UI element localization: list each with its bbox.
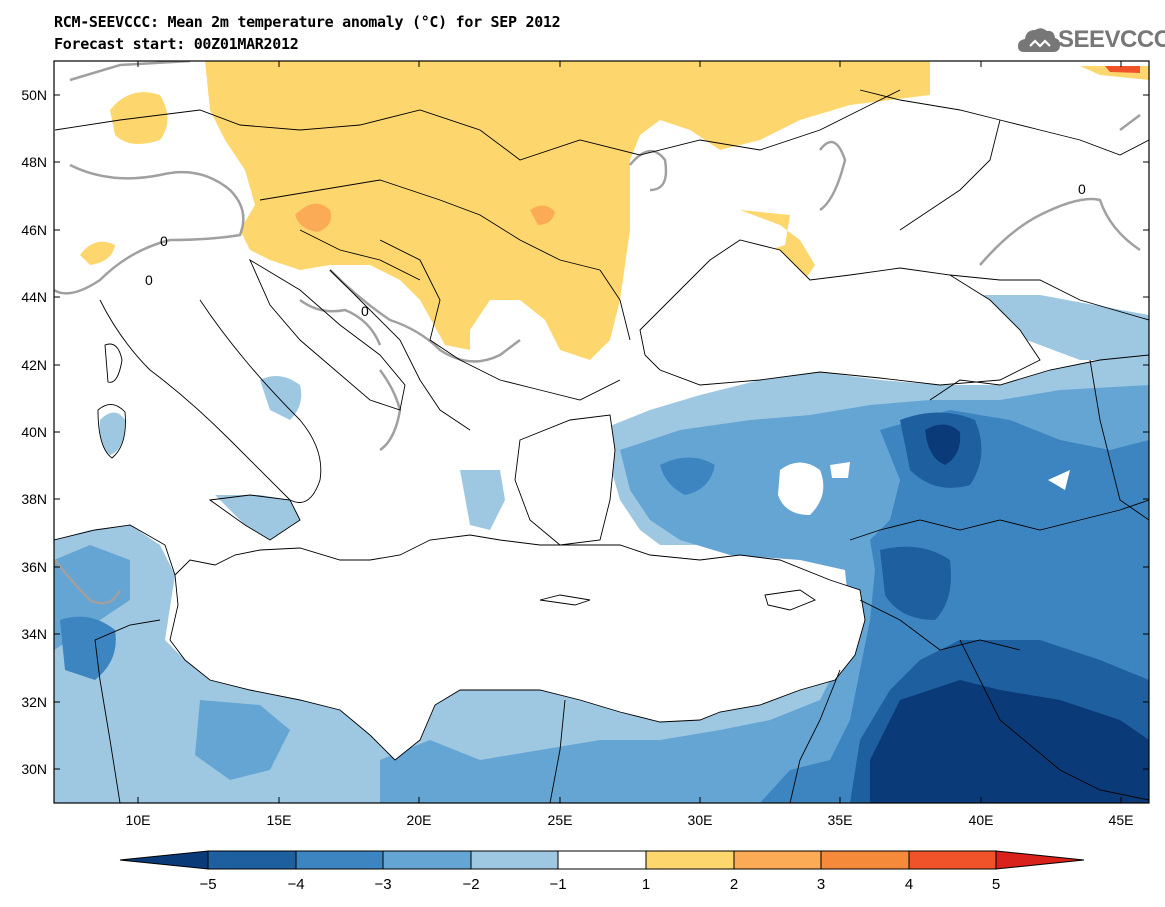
- cold-anomaly-sardinia: [99, 412, 125, 455]
- lon-tick-label: 40E: [969, 812, 994, 828]
- cold-anomaly-calabria: [260, 376, 302, 420]
- colorbar-tick-label: −3: [374, 876, 391, 893]
- warm-anomaly-region: [205, 61, 930, 360]
- colorbar-tick-label: −5: [199, 876, 216, 893]
- colorbar-tick-label: 4: [905, 876, 913, 893]
- colorbar-segment: [733, 850, 822, 870]
- lat-tick-label: 36N: [21, 559, 47, 575]
- contour-label: 0: [1078, 181, 1086, 197]
- colorbar-segment: [295, 850, 384, 870]
- warm-anomaly-2-3-adriatic: [295, 203, 332, 232]
- warm-anomaly-2-3-east: [530, 205, 555, 225]
- cold-anomaly-black-sea-coast: [970, 295, 1149, 360]
- lon-tick-label: 20E: [407, 812, 432, 828]
- lon-tick-label: 25E: [548, 812, 573, 828]
- black-sea: [640, 240, 1040, 385]
- lon-tick-label: 15E: [267, 812, 292, 828]
- anomaly-field: 0 0 0 0: [54, 61, 1149, 803]
- forecast-start-subtitle: Forecast start: 00Z01MAR2012: [54, 35, 299, 53]
- colorbar-tick-label: 5: [992, 876, 1000, 893]
- lat-tick-label: 34N: [21, 626, 47, 642]
- warm-anomaly-crimea: [740, 210, 815, 280]
- neutral-hole-east: [830, 462, 850, 478]
- lat-tick-label: 38N: [21, 491, 47, 507]
- colorbar-tick-label: 2: [730, 876, 738, 893]
- cold-anomaly-greece: [460, 470, 505, 530]
- colorbar-under-arrow: [119, 850, 209, 870]
- cold-anomaly-2-3-libya: [195, 700, 290, 780]
- adriatic-sea: [250, 260, 405, 410]
- colorbar-segment: [908, 850, 997, 870]
- contour-label: 0: [145, 272, 153, 288]
- seevccc-logo-text: SEEVCCC: [1058, 26, 1165, 53]
- map-title: RCM-SEEVCCC: Mean 2m temperature anomaly…: [54, 13, 561, 31]
- colorbar-segment: [382, 850, 472, 870]
- neutral-hole-central-anatolia: [778, 462, 824, 515]
- colorbar-segment: [470, 850, 559, 870]
- lat-tick-label: 42N: [21, 357, 47, 373]
- cold-anomaly-3-4-anatolia: [660, 457, 715, 495]
- colorbar: −5 −4 −3 −2 −1 1 2 3 4 5: [119, 850, 1085, 893]
- lon-tick-label: 45E: [1109, 812, 1134, 828]
- colorbar-tick-label: 3: [817, 876, 825, 893]
- cold-anomaly-below-5: [870, 424, 1149, 803]
- neutral-hole-ne: [1048, 470, 1070, 490]
- lat-tick-label: 48N: [21, 154, 47, 170]
- lon-tick-label: 30E: [688, 812, 713, 828]
- contour-label: 0: [361, 303, 369, 319]
- cold-anomaly-sicily: [215, 495, 300, 540]
- contour-label: 0: [160, 233, 168, 249]
- lat-tick-label: 50N: [21, 87, 47, 103]
- colorbar-tick-label: −2: [462, 876, 479, 893]
- aegean-sea: [515, 415, 615, 545]
- lon-tick-label: 10E: [126, 812, 151, 828]
- colorbar-over-arrow: [995, 850, 1085, 870]
- longitude-axis: 10E 15E 20E 25E 30E 35E 40E 45E: [126, 61, 1134, 828]
- mediterranean-sea: [170, 535, 865, 760]
- lat-tick-label: 46N: [21, 222, 47, 238]
- lat-tick-label: 32N: [21, 694, 47, 710]
- lat-tick-label: 30N: [21, 761, 47, 777]
- colorbar-segment: [557, 850, 647, 870]
- zero-contour-lines: [54, 61, 1141, 605]
- warm-anomaly-italy-north: [80, 241, 115, 265]
- colorbar-segment: [207, 850, 297, 870]
- lat-tick-label: 44N: [21, 289, 47, 305]
- latitude-axis: 30N 32N 34N 36N 38N 40N 42N 44N 46N 48N …: [21, 87, 1149, 777]
- lon-tick-label: 35E: [828, 812, 853, 828]
- colorbar-segment: [820, 850, 910, 870]
- colorbar-tick-label: −1: [549, 876, 566, 893]
- country-borders: [54, 89, 1149, 803]
- cloud-logo-icon: [1018, 28, 1060, 52]
- cold-anomaly-3-4-africa: [60, 616, 116, 680]
- colorbar-segment: [645, 850, 735, 870]
- warm-anomaly-4-5-ne: [1105, 66, 1140, 73]
- lat-tick-label: 40N: [21, 424, 47, 440]
- colorbar-tick-label: −4: [287, 876, 304, 893]
- colorbar-tick-label: 1: [642, 876, 650, 893]
